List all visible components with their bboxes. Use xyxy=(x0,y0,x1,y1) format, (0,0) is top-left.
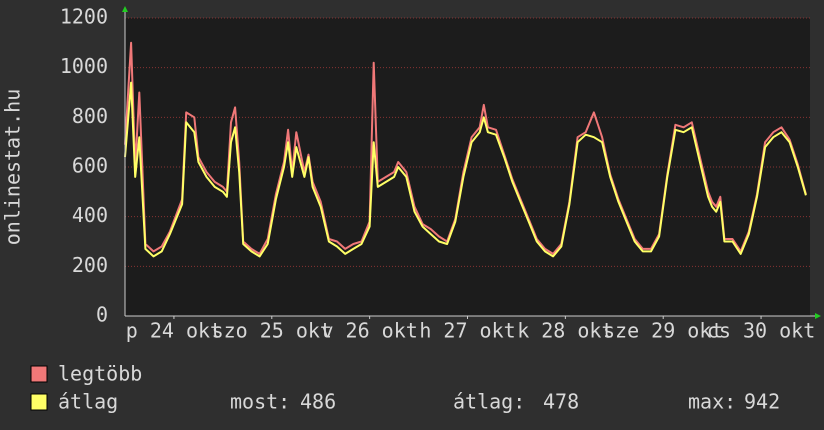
y-tick-label: 600 xyxy=(72,154,108,178)
y-axis-title: onlinestat.hu xyxy=(1,89,25,246)
x-tick-label: p 24 okt xyxy=(126,319,222,343)
y-tick-label: 200 xyxy=(72,253,108,277)
y-tick-label: 400 xyxy=(72,203,108,227)
y-arrow xyxy=(122,6,128,12)
x-arrow xyxy=(815,313,821,319)
legend-swatch xyxy=(30,393,48,411)
stat-value: 942 xyxy=(744,390,780,414)
x-tick-label: cs 30 okt xyxy=(707,319,815,343)
x-tick-label: h 27 okt xyxy=(419,319,515,343)
y-tick-label: 0 xyxy=(96,303,108,327)
stat-value: 486 xyxy=(300,390,336,414)
series-line xyxy=(124,81,807,258)
x-tick-label: k 28 okt xyxy=(517,319,613,343)
stat-label: max: xyxy=(688,390,736,414)
x-tick-label: sze 29 okt xyxy=(603,319,723,343)
x-tick-label: v 26 okt xyxy=(321,319,417,343)
stat-label: átlag: xyxy=(453,390,525,414)
stat-label: most: xyxy=(230,390,290,414)
stat-value: 478 xyxy=(543,390,579,414)
y-tick-label: 800 xyxy=(72,104,108,128)
legend-label: átlag xyxy=(58,390,118,414)
series-line xyxy=(124,41,807,255)
legend-label: legtöbb xyxy=(58,362,142,386)
legend-swatch xyxy=(30,365,48,383)
plot-layer xyxy=(124,17,810,319)
x-tick-label: szo 25 okt xyxy=(212,319,332,343)
y-tick-label: 1000 xyxy=(60,54,108,78)
y-tick-label: 1200 xyxy=(60,5,108,29)
